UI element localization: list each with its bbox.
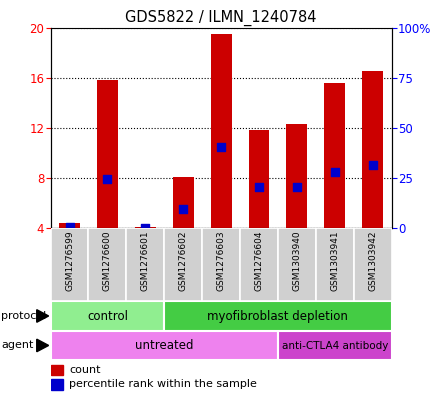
Text: GSM1276601: GSM1276601 xyxy=(141,230,150,291)
Bar xyxy=(164,301,392,331)
Bar xyxy=(240,228,278,301)
Text: protocol: protocol xyxy=(1,311,47,321)
Bar xyxy=(59,223,80,228)
Point xyxy=(104,176,111,182)
Bar xyxy=(211,34,231,228)
Bar xyxy=(354,228,392,301)
Bar xyxy=(126,228,164,301)
Bar xyxy=(324,83,345,228)
Point xyxy=(66,224,73,230)
Polygon shape xyxy=(37,310,48,322)
Bar xyxy=(278,228,316,301)
Bar xyxy=(51,301,164,331)
Bar xyxy=(88,228,126,301)
Bar xyxy=(97,80,118,228)
Point xyxy=(331,169,338,175)
Point xyxy=(142,225,149,231)
Bar xyxy=(51,228,88,301)
Bar xyxy=(164,228,202,301)
Text: agent: agent xyxy=(1,340,34,351)
Text: GSM1276604: GSM1276604 xyxy=(254,230,264,290)
Text: GSM1276600: GSM1276600 xyxy=(103,230,112,291)
Text: untreated: untreated xyxy=(135,339,194,352)
Text: GSM1303942: GSM1303942 xyxy=(368,230,377,290)
Text: GSM1303940: GSM1303940 xyxy=(292,230,301,291)
Point xyxy=(369,162,376,169)
Text: anti-CTLA4 antibody: anti-CTLA4 antibody xyxy=(282,341,388,351)
Text: GSM1276603: GSM1276603 xyxy=(216,230,226,291)
Title: GDS5822 / ILMN_1240784: GDS5822 / ILMN_1240784 xyxy=(125,10,317,26)
Bar xyxy=(316,228,354,301)
Polygon shape xyxy=(37,339,48,352)
Bar xyxy=(173,176,194,228)
Text: percentile rank within the sample: percentile rank within the sample xyxy=(70,379,257,389)
Bar xyxy=(51,365,62,375)
Bar xyxy=(286,124,307,228)
Bar xyxy=(51,379,62,390)
Text: control: control xyxy=(87,310,128,323)
Bar xyxy=(202,228,240,301)
Bar xyxy=(278,331,392,360)
Point xyxy=(218,143,225,150)
Point xyxy=(256,184,263,190)
Bar xyxy=(362,72,383,228)
Point xyxy=(293,184,301,190)
Text: count: count xyxy=(70,365,101,375)
Text: myofibroblast depletion: myofibroblast depletion xyxy=(208,310,348,323)
Text: GSM1276599: GSM1276599 xyxy=(65,230,74,291)
Bar xyxy=(249,130,269,228)
Text: GSM1303941: GSM1303941 xyxy=(330,230,339,291)
Text: GSM1276602: GSM1276602 xyxy=(179,230,188,290)
Bar xyxy=(51,331,278,360)
Bar xyxy=(135,227,156,228)
Point xyxy=(180,206,187,212)
